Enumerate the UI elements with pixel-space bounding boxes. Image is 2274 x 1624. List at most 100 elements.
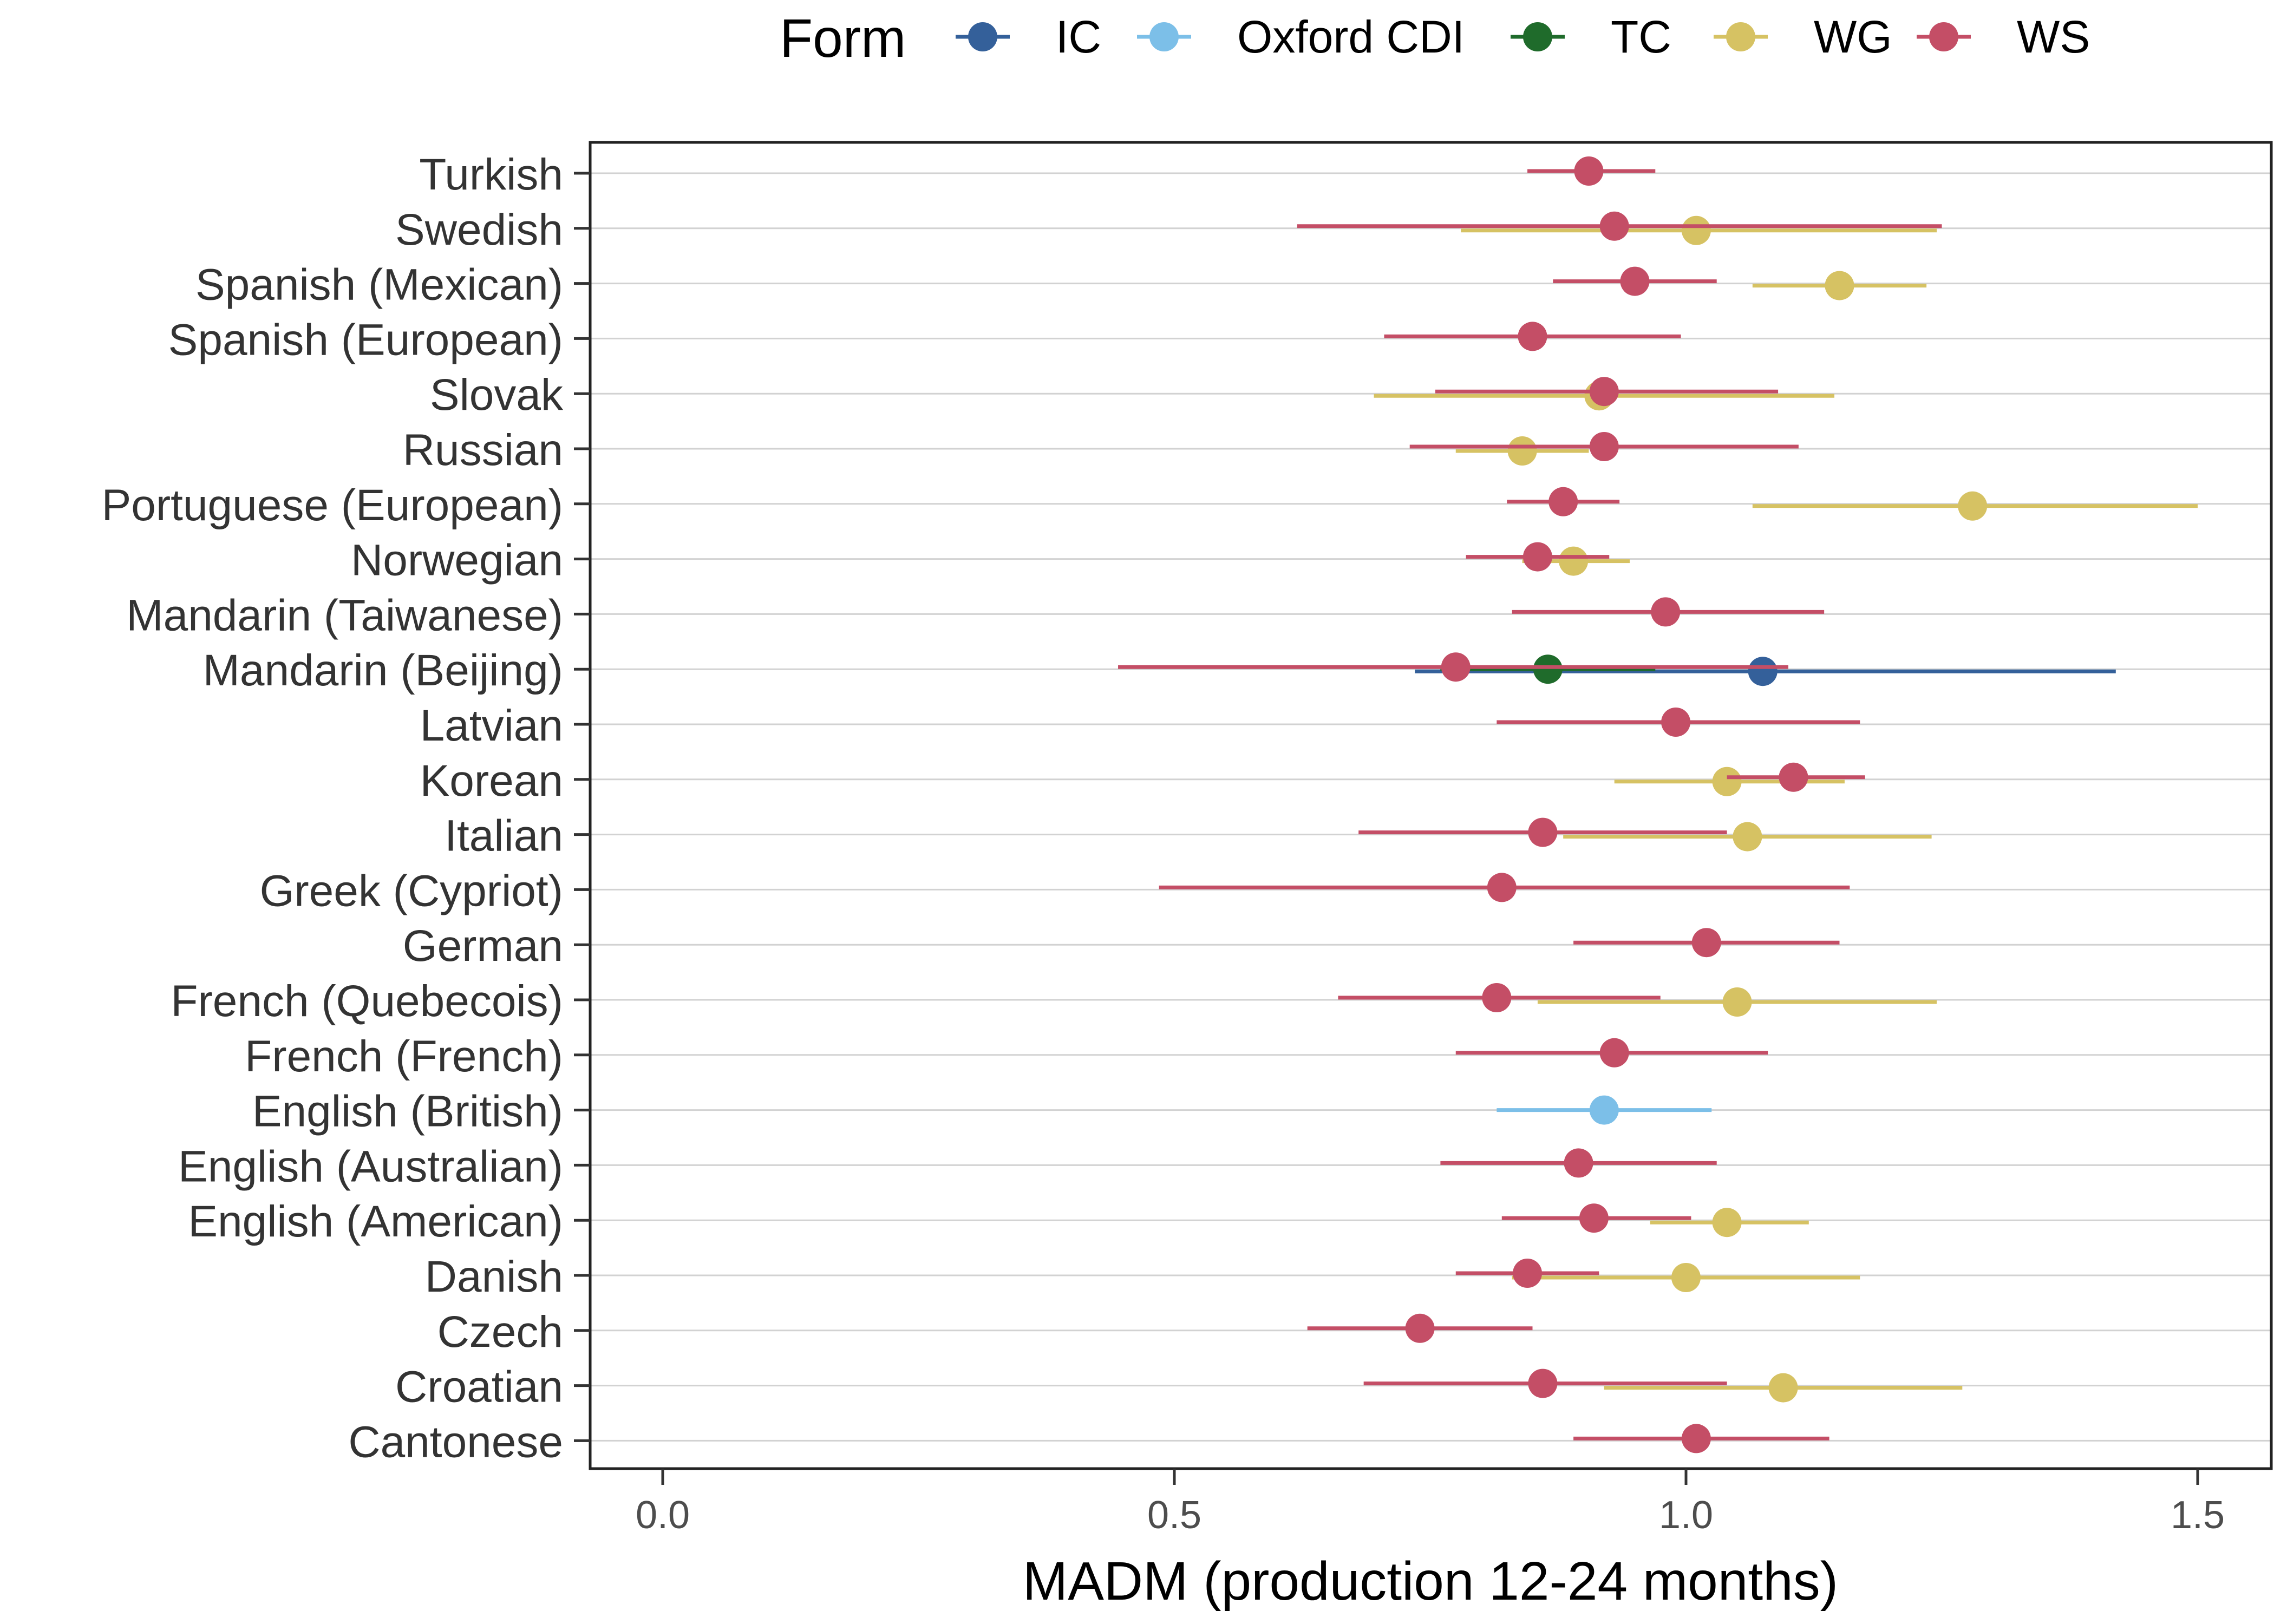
point-marker <box>1589 377 1619 407</box>
point-croatian-wg <box>1604 1373 1963 1403</box>
point-marker <box>1522 542 1552 572</box>
legend-label-oxford-cdi: Oxford CDI <box>1237 11 1465 62</box>
x-tick-label-3: 1.5 <box>2171 1494 2225 1537</box>
point-swedish-ws <box>1297 211 1942 241</box>
point-english-australian-ws <box>1440 1148 1717 1178</box>
x-axis-label: MADM (production 12-24 months) <box>1023 1551 1838 1612</box>
point-marker <box>1441 652 1471 682</box>
point-marker <box>1958 491 1988 521</box>
point-marker <box>1825 271 1854 300</box>
legend-entry-wg: WG <box>1714 11 1892 62</box>
point-mandarin-beijing-tc <box>1440 654 1656 684</box>
y-tick-label-english-american: English (American) <box>188 1197 563 1246</box>
point-italian-ws <box>1358 817 1727 847</box>
y-tick-label-cantonese: Cantonese <box>348 1417 563 1466</box>
point-english-american-wg <box>1650 1208 1809 1237</box>
legend-entry-oxford-cdi: Oxford CDI <box>1137 11 1465 62</box>
y-tick-label-slovak: Slovak <box>430 370 564 420</box>
y-tick-label-swedish: Swedish <box>395 205 563 254</box>
point-marker <box>1513 1259 1543 1288</box>
legend-label-ws: WS <box>2017 11 2090 62</box>
x-tick-label-2: 1.0 <box>1659 1494 1713 1537</box>
point-marker <box>1533 654 1563 684</box>
y-tick-label-portuguese-european: Portuguese (European) <box>102 481 563 530</box>
y-tick-label-spanish-mexican: Spanish (Mexican) <box>195 260 563 310</box>
point-marker <box>1712 1208 1742 1237</box>
point-marker <box>1559 546 1589 576</box>
point-marker <box>1768 1373 1798 1403</box>
point-marker <box>1748 657 1778 686</box>
legend-entries: IC Oxford CDI TC WG WS <box>956 11 2090 62</box>
y-tick-label-greek-cypriot: Greek (Cypriot) <box>260 866 563 915</box>
point-marker <box>1487 873 1517 902</box>
y-tick-label-mandarin-beijing: Mandarin (Beijing) <box>203 646 563 695</box>
point-greek-cypriot-ws <box>1159 873 1850 902</box>
point-danish-ws <box>1455 1259 1599 1288</box>
point-marker <box>1589 1095 1619 1125</box>
point-italian-wg <box>1563 822 1932 852</box>
y-axis: Turkish Swedish Spanish (Mexican) Spanish (… <box>102 150 590 1466</box>
y-tick-label-spanish-european: Spanish (European) <box>168 315 563 364</box>
y-tick-label-norwegian: Norwegian <box>351 536 563 585</box>
point-marker <box>1681 1424 1711 1453</box>
point-marker <box>1779 762 1808 792</box>
x-axis: 0.0 0.5 1.0 1.5 <box>636 1469 2225 1537</box>
legend-label-ic: IC <box>1056 11 1101 62</box>
point-portuguese-european-ws <box>1507 487 1620 516</box>
point-marker <box>1599 211 1629 241</box>
point-mandarin-beijing-ic <box>1415 657 2116 686</box>
point-english-british-oxford-cdi <box>1497 1095 1712 1125</box>
legend-entry-ws: WS <box>1917 11 2090 62</box>
point-czech-ws <box>1307 1313 1533 1343</box>
point-mandarin-beijing-ws <box>1118 652 1788 682</box>
y-tick-label-korean: Korean <box>420 756 563 806</box>
plot-border <box>589 141 2273 1470</box>
y-tick-label-french-french: French (French) <box>245 1032 563 1081</box>
legend-label-wg: WG <box>1814 11 1892 62</box>
point-marker <box>1574 156 1604 186</box>
point-danish-wg <box>1512 1263 1860 1292</box>
point-portuguese-european-wg <box>1752 491 2198 521</box>
point-mandarin-taiwanese-ws <box>1512 597 1825 627</box>
point-french-quebecois-wg <box>1537 987 1937 1017</box>
y-tick-label-english-british: English (British) <box>252 1087 563 1136</box>
y-tick-label-mandarin-taiwanese: Mandarin (Taiwanese) <box>126 591 563 640</box>
point-spanish-mexican-wg <box>1752 271 1927 300</box>
point-marker <box>1599 1038 1629 1068</box>
point-spanish-mexican-ws <box>1553 266 1717 296</box>
x-tick-label-1: 0.5 <box>1147 1494 1201 1537</box>
y-tick-label-french-quebecois: French (Quebecois) <box>171 977 563 1026</box>
point-marker <box>1733 822 1762 852</box>
point-croatian-ws <box>1363 1368 1727 1398</box>
point-english-american-ws <box>1501 1203 1691 1233</box>
point-russian-ws <box>1409 432 1799 461</box>
gridlines <box>590 172 2271 1442</box>
point-marker <box>1507 436 1537 466</box>
legend-key-dot <box>1149 22 1179 51</box>
point-marker <box>1518 322 1547 351</box>
point-korean-wg <box>1614 767 1845 796</box>
legend: Form IC Oxford CDI TC WG WS <box>780 8 2090 69</box>
y-tick-label-italian: Italian <box>445 811 563 861</box>
x-tick-label-0: 0.0 <box>636 1494 690 1537</box>
y-tick-label-czech: Czech <box>437 1307 563 1357</box>
y-tick-label-croatian: Croatian <box>395 1363 563 1412</box>
point-marker <box>1671 1263 1701 1292</box>
point-german-ws <box>1573 928 1840 958</box>
y-tick-label-english-australian: English (Australian) <box>178 1142 563 1191</box>
y-tick-label-latvian: Latvian <box>420 701 563 750</box>
point-spanish-european-ws <box>1384 322 1681 351</box>
y-tick-label-russian: Russian <box>403 425 563 475</box>
legend-key-dot <box>1726 22 1755 51</box>
point-swedish-wg <box>1461 215 1937 245</box>
point-marker <box>1528 817 1558 847</box>
series-marks <box>1118 156 2198 1453</box>
y-tick-label-turkish: Turkish <box>419 150 563 199</box>
point-cantonese-ws <box>1573 1424 1829 1453</box>
point-marker <box>1722 987 1752 1017</box>
point-marker <box>1681 215 1711 245</box>
y-tick-label-danish: Danish <box>425 1252 563 1301</box>
point-marker <box>1579 1203 1609 1233</box>
point-marker <box>1691 928 1721 958</box>
